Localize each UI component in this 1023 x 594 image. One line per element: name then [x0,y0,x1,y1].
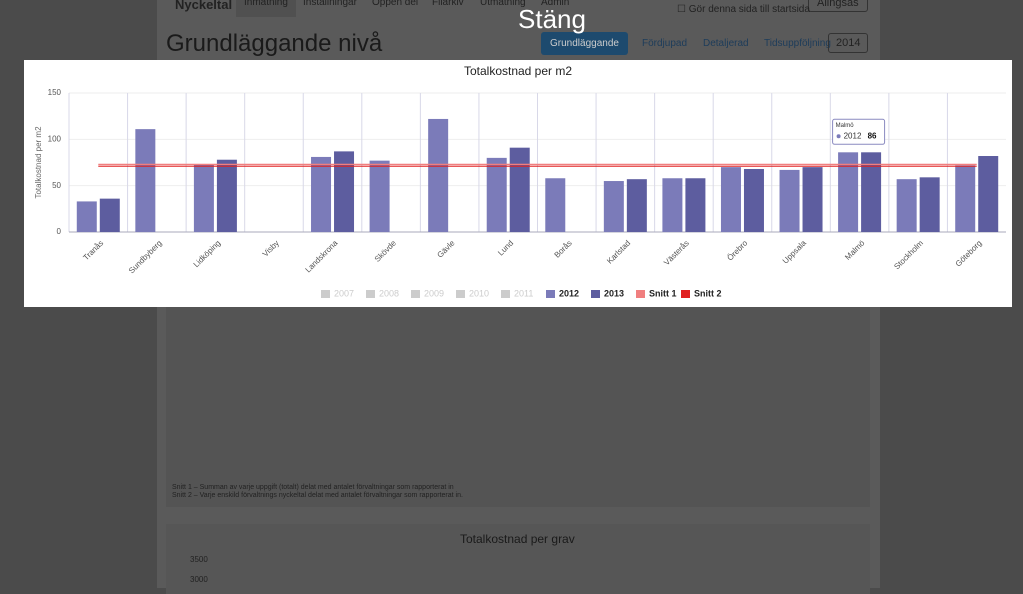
note: Snitt 1 – Summan av varje uppgift (total… [172,484,454,491]
tab[interactable]: Tidsuppföljning [764,38,831,49]
close-button[interactable]: Stäng [518,4,586,34]
x-tick-label: Örebro [725,238,749,262]
legend-swatch [411,290,420,298]
legend-swatch [501,290,510,298]
tooltip-value: 86 [868,131,877,140]
bar [193,164,214,232]
chart-title: Totalkostnad per m2 [464,64,572,78]
bar [135,129,156,232]
legend-label: 2010 [469,288,489,298]
x-tick-label: Uppsala [781,238,809,266]
nav-item[interactable]: Admin [541,0,570,8]
x-tick-label: Sundbyberg [127,239,164,276]
bar [545,178,566,232]
x-tick-label: Göteborg [954,239,984,269]
year-select[interactable]: 2014 [828,33,869,53]
x-tick-label: Malmö [843,238,867,262]
x-tick-label: Tranås [81,239,105,263]
legend-label: Snitt 2 [694,288,722,298]
legend-label: 2008 [379,288,399,298]
bar [955,165,976,232]
legend-swatch [636,290,645,298]
y-axis-label: Totalkostnad per m2 [34,126,43,199]
x-tick-label: Lidköping [192,239,223,270]
bar [99,198,120,232]
nav-item[interactable]: Inmatning [236,0,296,17]
nav-item[interactable]: Filarkiv [432,0,464,8]
x-tick-label: Landskrona [304,238,340,274]
bar [720,167,741,232]
tab[interactable]: Fördjupad [642,38,688,49]
y-tick-label: 100 [48,134,62,143]
tooltip-series: 2012 [844,131,862,140]
x-tick-label: Västerås [662,239,691,268]
bar [802,167,823,232]
bar [685,178,706,232]
y-tick-label: 150 [48,88,62,97]
bar [896,179,917,232]
legend-label: 2012 [559,288,579,298]
bar [334,151,355,232]
tab[interactable]: Grundläggande [541,32,628,55]
background-chart [166,307,870,507]
notes: Snitt 1 – Summan av varje uppgift (total… [172,484,463,500]
bar [861,152,882,232]
legend-swatch [591,290,600,298]
legend-swatch [321,290,330,298]
tab[interactable]: Detaljerad [703,38,749,49]
x-tick-label: Borås [553,239,574,260]
nav-item[interactable]: Utmatning [480,0,526,8]
bar [779,169,800,232]
y-tick-label: 0 [57,227,62,236]
x-tick-label: Skövde [373,238,399,264]
x-tick-label: Visby [261,239,281,259]
y-tick-label: 3000 [190,575,208,584]
next-chart-title: Totalkostnad per grav [460,532,575,546]
bar [978,156,999,232]
bar [76,201,97,232]
startpage-label: Gör denna sida till startsida [688,4,810,15]
x-tick-label: Lund [496,239,515,258]
bar [662,178,683,232]
tooltip-box [832,118,886,145]
bar [369,160,390,232]
bar [216,159,237,232]
next-chart [166,524,870,594]
page-heading: Grundläggande nivå [166,30,383,57]
legend-swatch [456,290,465,298]
legend-label: 2007 [334,288,354,298]
legend-swatch [681,290,690,298]
bar [509,147,530,232]
legend-label: Snitt 1 [649,288,677,298]
tooltip-title: Malmö [836,123,855,129]
bar [919,177,940,232]
nav-item[interactable]: Öppen del [372,0,419,8]
bar [311,156,332,232]
x-tick-label: Gävle [435,238,457,260]
nav-item[interactable]: Inställningar [303,0,357,8]
bar [428,118,449,232]
bar [626,179,647,232]
tooltip-dot [836,134,841,139]
y-tick-label: 3500 [190,555,208,564]
bar [838,152,859,232]
legend-swatch [546,290,555,298]
note: Snitt 2 – Varje enskild förvaltnings nyc… [172,492,463,499]
bar [486,157,507,232]
org-select[interactable]: Alingsås [808,0,868,12]
legend-label: 2013 [604,288,624,298]
legend-label: 2011 [514,288,533,298]
y-tick-label: 50 [52,181,61,190]
bar [743,168,764,232]
brand[interactable]: Nyckeltal [175,0,233,12]
x-tick-label: Stockholm [892,238,925,271]
chart: Totalkostnad per m2 Totalkostnad per m2 0 5… [24,60,1012,307]
startpage-checkbox[interactable]: ☐ Gör denna sida till startsida [677,4,810,15]
bar [603,181,624,232]
x-tick-label: Karlstad [605,239,632,266]
legend-swatch [366,290,375,298]
legend-label: 2009 [424,288,444,298]
